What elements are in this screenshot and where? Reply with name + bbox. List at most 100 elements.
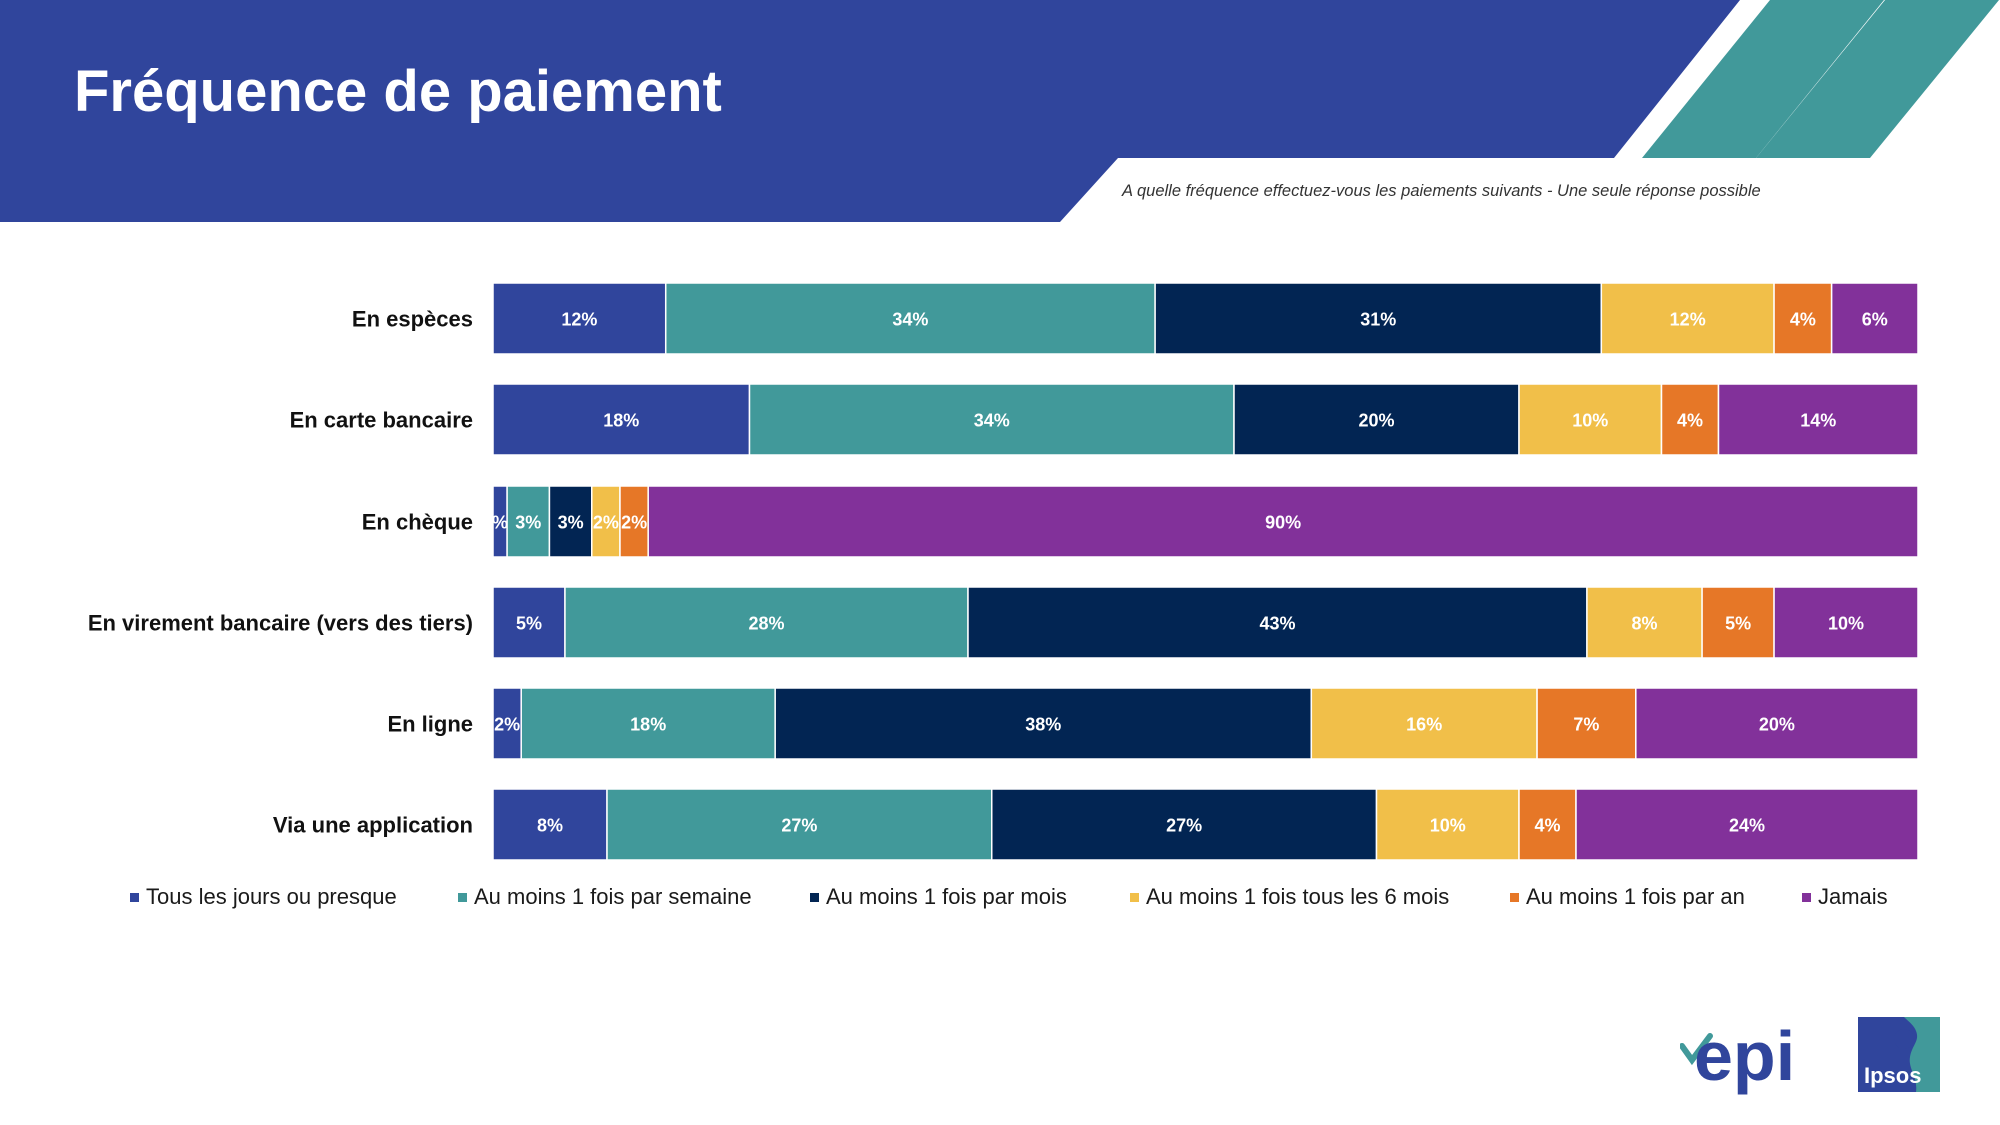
legend-swatch	[810, 892, 819, 902]
data-label: 31%	[1360, 310, 1396, 330]
page-title: Fréquence de paiement	[74, 59, 722, 124]
data-label: 7%	[1573, 715, 1599, 735]
legend-label: Au moins 1 fois tous les 6 mois	[1146, 884, 1450, 909]
bar-segment	[492, 383, 751, 456]
ipsos-logo: Ipsos	[1858, 1017, 1940, 1092]
data-label: 3%	[558, 513, 584, 533]
data-label: 90%	[1265, 513, 1301, 533]
bar-segment	[1830, 282, 1919, 355]
chart-subtitle: A quelle fréquence effectuez-vous les pa…	[1122, 182, 1761, 200]
legend-swatch	[1802, 892, 1811, 902]
bar-segment	[1375, 788, 1520, 861]
epi-logo: epi	[1680, 1022, 1795, 1095]
data-label: 10%	[1430, 816, 1466, 836]
banner-shape	[0, 0, 1740, 222]
legend-swatch	[1510, 892, 1519, 902]
data-label: 28%	[748, 614, 784, 634]
category-label: En virement bancaire (vers des tiers)	[88, 611, 473, 636]
category-label: En chèque	[362, 510, 473, 535]
bar-segment	[548, 485, 593, 558]
bar-segment	[506, 485, 551, 558]
category-label: En ligne	[387, 712, 473, 737]
banner-stripe-left	[1642, 0, 1884, 158]
legend-item: Au moins 1 fois par an	[1510, 884, 1745, 910]
data-label: %	[492, 513, 508, 533]
data-label: 2%	[621, 513, 647, 533]
bar-segment	[492, 586, 566, 659]
bar-segment	[1660, 383, 1720, 456]
legend-item: Au moins 1 fois par semaine	[458, 884, 752, 910]
data-label: 12%	[561, 310, 597, 330]
data-label: 20%	[1358, 411, 1394, 431]
chart-legend: Tous les jours ou presque Au moins 1 fois…	[130, 884, 1900, 914]
bar-segment	[967, 586, 1588, 659]
legend-label: Au moins 1 fois par an	[1526, 884, 1745, 909]
data-label: 2%	[593, 513, 619, 533]
legend-item: Tous les jours ou presque	[130, 884, 397, 910]
header-banner	[0, 0, 1999, 222]
data-label: 6%	[1862, 310, 1888, 330]
data-label: 12%	[1670, 310, 1706, 330]
legend-swatch	[458, 892, 467, 902]
data-label: 16%	[1406, 715, 1442, 735]
stacked-bar-chart: En espèces 12% 34% 31% 12% 4% 6% En carte banca…	[88, 282, 1919, 861]
data-label: 27%	[1166, 816, 1202, 836]
bar-segment	[591, 485, 621, 558]
bar-segment	[1518, 788, 1577, 861]
legend-item: Au moins 1 fois par mois	[810, 884, 1067, 910]
legend-swatch	[1130, 892, 1139, 902]
data-label: 34%	[892, 310, 928, 330]
data-label: 5%	[516, 614, 542, 634]
bar-segment	[606, 788, 993, 861]
bar-segment	[1310, 687, 1538, 760]
category-label: Via une application	[273, 813, 473, 838]
data-label: 20%	[1759, 715, 1795, 735]
bar-segment	[1575, 788, 1919, 861]
data-label: 4%	[1790, 310, 1816, 330]
bar-segment	[492, 788, 608, 861]
bar-segment	[564, 586, 969, 659]
bar-segment	[774, 687, 1313, 760]
data-label: 10%	[1828, 614, 1864, 634]
legend-label: Au moins 1 fois par mois	[826, 884, 1067, 909]
category-label: En carte bancaire	[290, 408, 473, 433]
ipsos-logo-text: Ipsos	[1864, 1063, 1921, 1088]
legend-label: Tous les jours ou presque	[146, 884, 397, 909]
category-label: En espèces	[352, 307, 473, 332]
data-label: 8%	[1632, 614, 1658, 634]
data-label: 34%	[974, 411, 1010, 431]
data-label: 3%	[515, 513, 541, 533]
data-label: 4%	[1677, 411, 1703, 431]
bar-segment	[664, 282, 1156, 355]
bar-segment	[1233, 383, 1520, 456]
data-label: 24%	[1729, 816, 1765, 836]
bar-segment	[1635, 687, 1919, 760]
data-label: 27%	[781, 816, 817, 836]
data-label: 38%	[1025, 715, 1061, 735]
data-label: 8%	[537, 816, 563, 836]
data-label: 18%	[630, 715, 666, 735]
bar-segment	[748, 383, 1235, 456]
bar-segment	[1701, 586, 1775, 659]
legend-item: Jamais	[1802, 884, 1888, 910]
data-label: 14%	[1800, 411, 1836, 431]
bar-segment	[991, 788, 1378, 861]
legend-label: Jamais	[1818, 884, 1888, 909]
data-label: 5%	[1725, 614, 1751, 634]
data-label: 43%	[1259, 614, 1295, 634]
data-label: 4%	[1534, 816, 1560, 836]
bar-segment	[492, 687, 522, 760]
bar-segment	[492, 282, 667, 355]
data-label: 18%	[603, 411, 639, 431]
legend-swatch	[130, 892, 139, 902]
bar-segment	[1773, 586, 1919, 659]
bar-segment	[619, 485, 649, 558]
bar-segment	[1586, 586, 1703, 659]
data-label: 10%	[1572, 411, 1608, 431]
banner-stripe-right	[1756, 0, 1999, 158]
bar-segment	[647, 485, 1919, 558]
bar-segment	[520, 687, 776, 760]
bar-segment	[1717, 383, 1919, 456]
legend-item: Au moins 1 fois tous les 6 mois	[1130, 884, 1449, 910]
epi-logo-text: epi	[1694, 1022, 1795, 1095]
